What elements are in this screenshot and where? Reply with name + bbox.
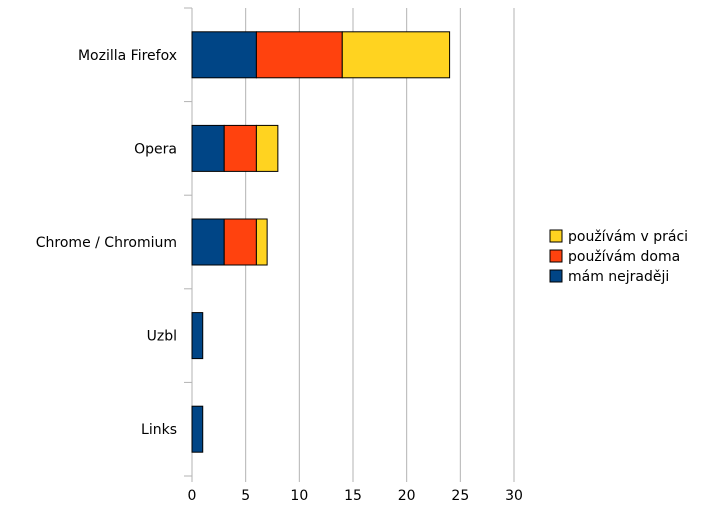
bar-0-series-0	[191, 31, 257, 79]
category-label-0: Mozilla Firefox	[78, 48, 177, 64]
legend-label-2: mám nejraději	[568, 269, 669, 285]
gridlines	[245, 8, 515, 476]
bar-2-series-1	[223, 218, 257, 266]
legend-swatch-1	[549, 249, 563, 263]
bar-0-series-2	[341, 31, 451, 79]
category-label-1: Opera	[134, 141, 177, 157]
category-label-4: Links	[141, 422, 177, 438]
x-tick-label-1: 5	[241, 488, 250, 504]
tick-labels: 0 5 10 15 20 25 30 Mozilla Firefox Opera Chrome /…	[36, 48, 523, 504]
bars	[191, 31, 451, 453]
legend-label-1: používám doma	[568, 249, 680, 265]
legend-swatch-2	[549, 269, 563, 283]
category-label-3: Uzbl	[147, 329, 177, 345]
x-tick-label-3: 15	[344, 488, 362, 504]
bar-1-series-0	[191, 124, 225, 172]
bar-4-series-0	[191, 405, 204, 453]
bar-1-series-1	[223, 124, 257, 172]
x-tick-label-4: 20	[398, 488, 416, 504]
bar-3-series-0	[191, 312, 204, 360]
legend-label-0: používám v práci	[568, 229, 688, 245]
bar-2-series-0	[191, 218, 225, 266]
x-tick-label-6: 30	[505, 488, 523, 504]
x-tick-label-0: 0	[188, 488, 197, 504]
category-label-2: Chrome / Chromium	[36, 235, 177, 251]
legend: používám v práci používám doma mám nejradě…	[549, 229, 688, 285]
bar-0-series-1	[255, 31, 343, 79]
bar-2-series-2	[255, 218, 268, 266]
x-tick-label-2: 10	[290, 488, 308, 504]
x-tick-label-5: 25	[451, 488, 469, 504]
bar-1-series-2	[255, 124, 279, 172]
legend-swatch-0	[549, 229, 563, 243]
